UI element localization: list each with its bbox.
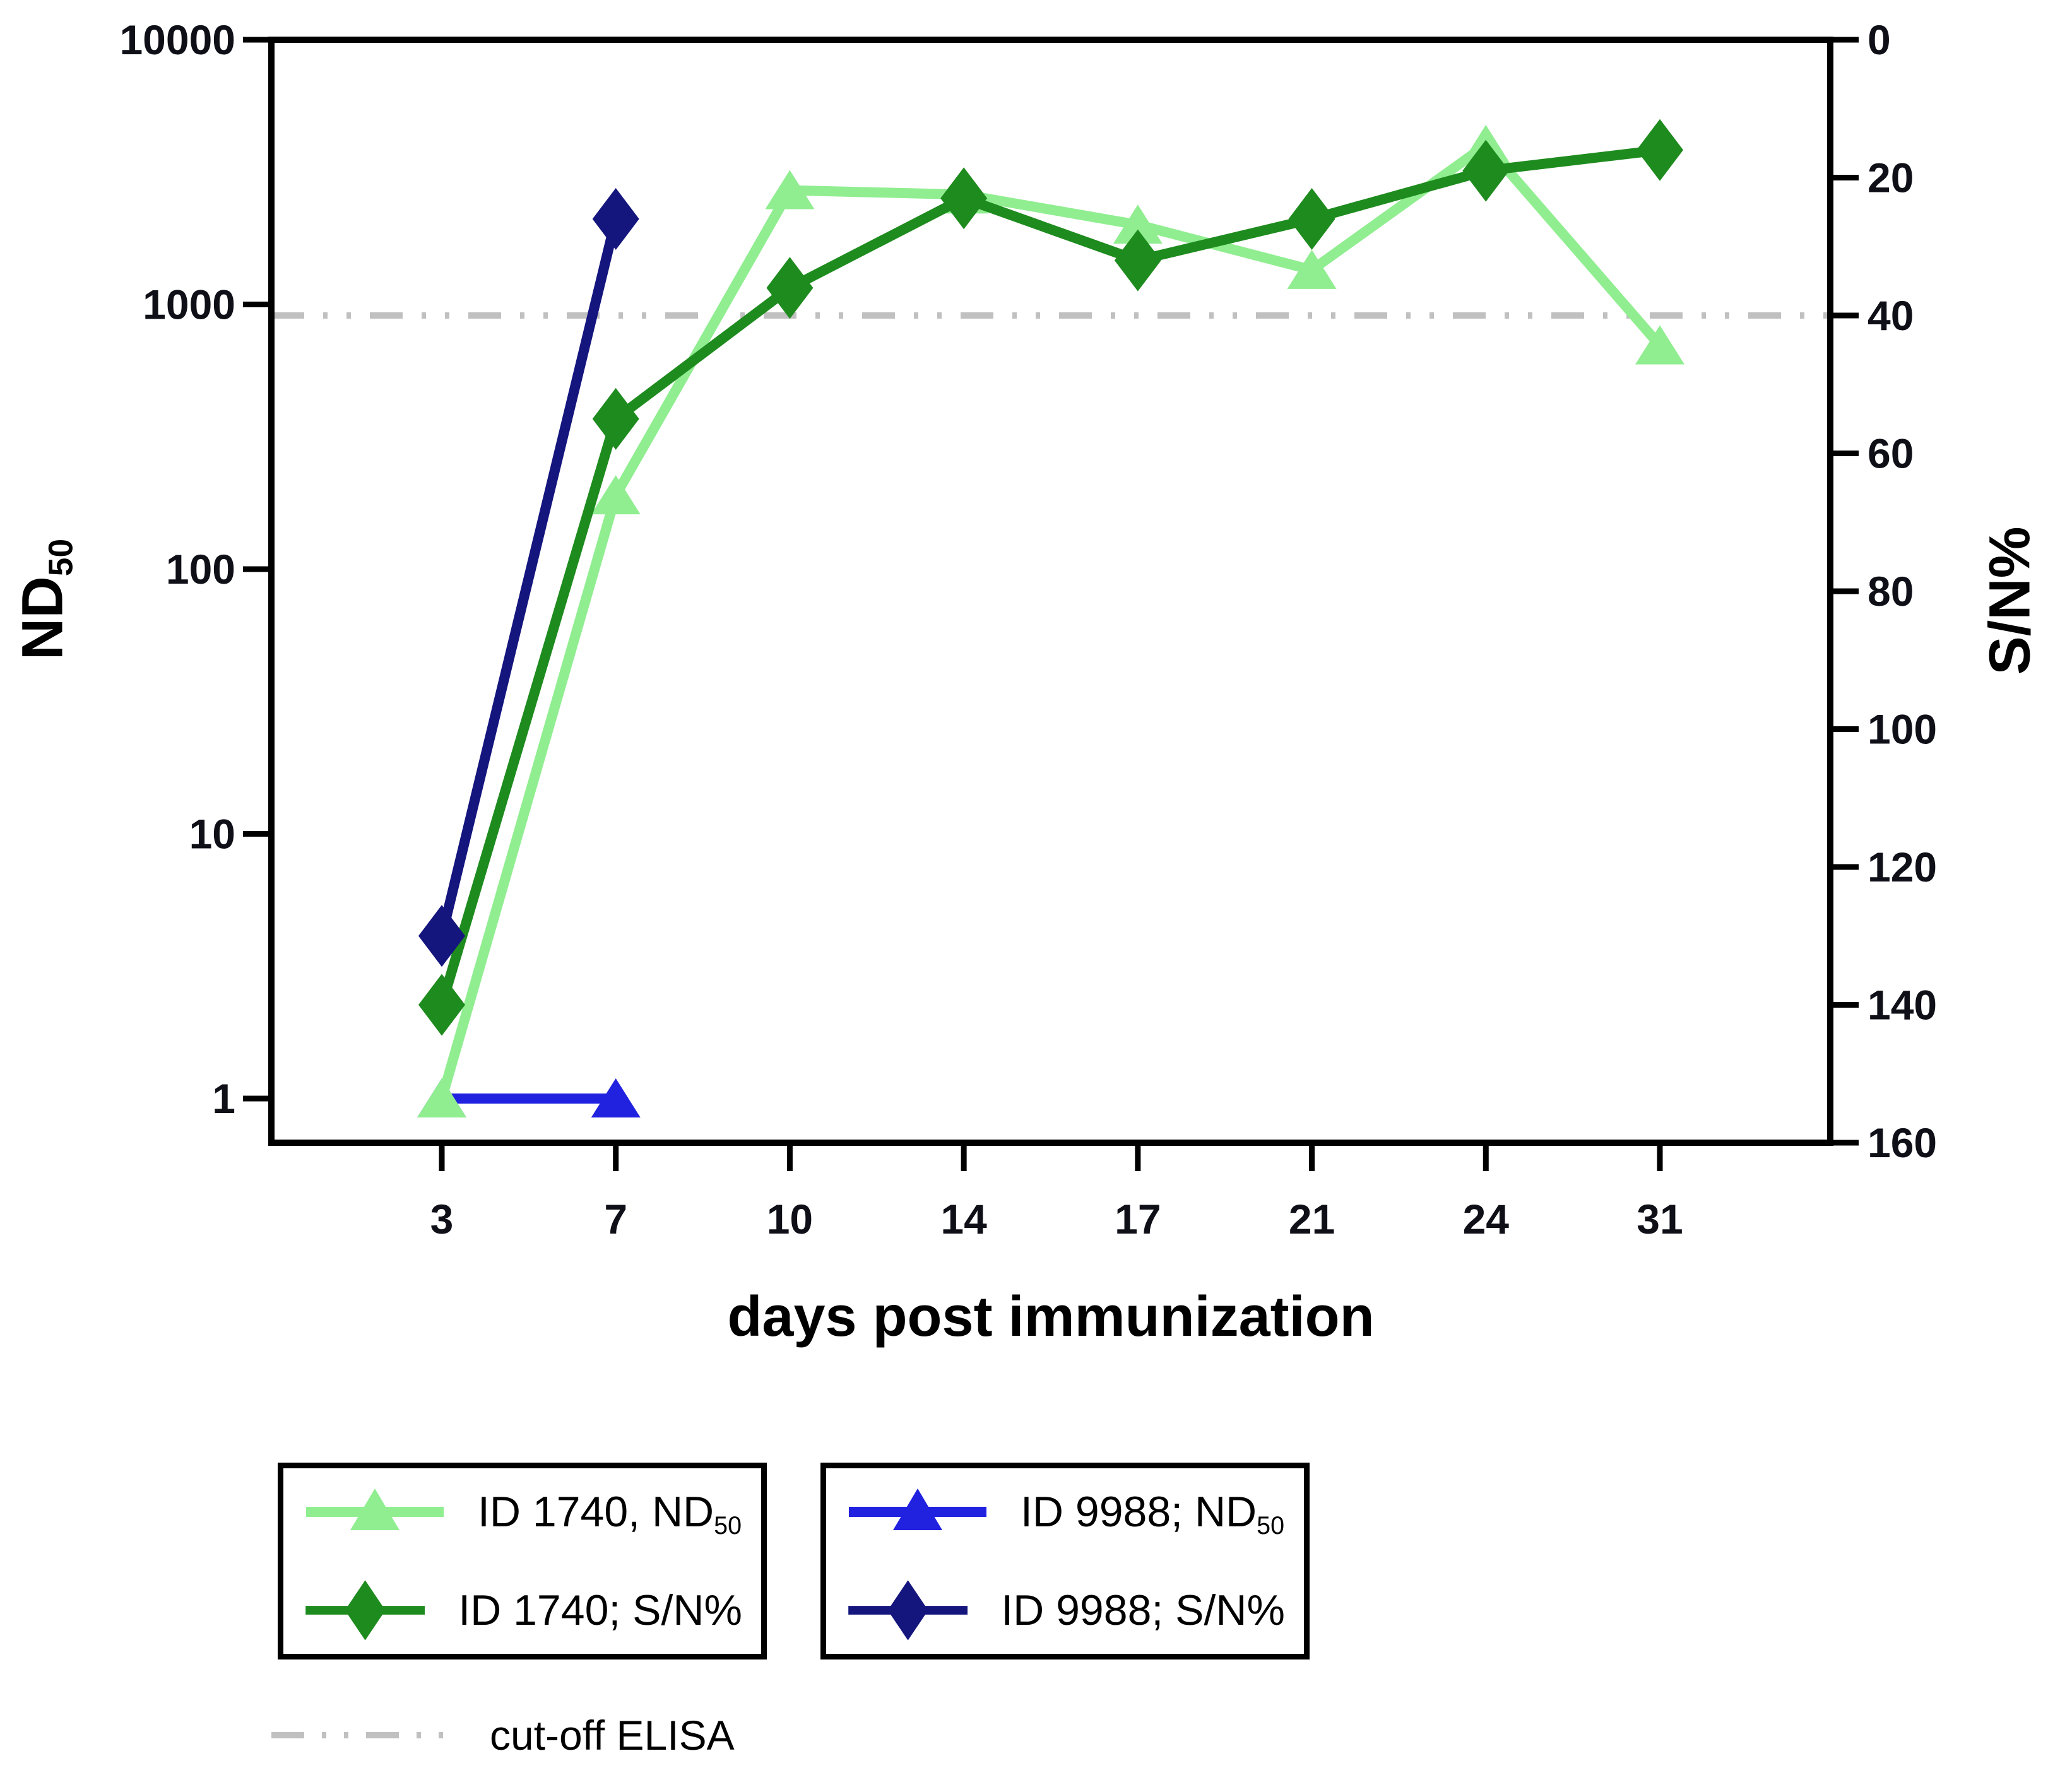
y-right-tick-label: 140 [1868, 982, 1937, 1029]
x-tick-label: 7 [604, 1196, 627, 1242]
y-left-axis-title-subscript: 50 [42, 538, 80, 577]
legend-label-text: ID 9988; ND [1021, 1488, 1257, 1536]
x-tick-label: 3 [430, 1196, 454, 1242]
series-marker-3 [418, 905, 465, 967]
legend-label-subscript: 50 [1257, 1511, 1285, 1540]
series-marker-1 [940, 167, 988, 230]
legend-item-id9988-nd50: ID 9988; ND50 [845, 1471, 1285, 1553]
y-right-tick-label: 120 [1868, 844, 1937, 890]
legend-marker-lightgreen-triangle [306, 1488, 444, 1530]
series-marker-1 [418, 974, 465, 1036]
y-right-tick-label: 60 [1868, 430, 1914, 477]
cutoff-label: cut-off ELISA [490, 1712, 735, 1759]
series-marker-0 [1635, 325, 1684, 365]
x-tick-label: 21 [1289, 1196, 1335, 1242]
y-left-tick-label: 1000 [143, 281, 235, 328]
legend-label: ID 9988; ND50 [1021, 1487, 1284, 1538]
series-marker-0 [765, 170, 815, 209]
legend-item-id1740-nd50: ID 1740, ND50 [302, 1471, 742, 1553]
series-marker-0 [591, 475, 641, 515]
y-left-axis-title: ND50 [10, 539, 80, 661]
y-left-tick-label: 10000 [119, 16, 235, 63]
x-tick-label: 31 [1637, 1196, 1683, 1242]
legend-marker-blue-triangle [849, 1488, 986, 1530]
y-right-tick-label: 0 [1868, 16, 1891, 63]
series-line-1 [437, 144, 1660, 1006]
y-left-tick-label: 10 [189, 811, 235, 858]
legend-marker-darkgreen-diamond [305, 1580, 425, 1641]
y-right-axis-title: S/N% [1977, 526, 2044, 675]
legend-label-subscript: 50 [714, 1511, 742, 1540]
series-line-3 [437, 218, 621, 938]
y-right-tick-label: 40 [1868, 292, 1914, 339]
x-axis-title: days post immunization [727, 1285, 1375, 1348]
triangle-icon [350, 1488, 400, 1530]
series-marker-0 [1287, 249, 1337, 289]
x-tick-label: 10 [767, 1196, 813, 1242]
legend-label-text: ID 1740; S/N% [458, 1586, 742, 1634]
legend-item-id9988-sn: ID 9988; S/N% [845, 1569, 1285, 1651]
series-marker-2 [591, 1078, 641, 1117]
x-tick-label: 14 [940, 1196, 987, 1242]
y-right-tick-label: 20 [1868, 155, 1914, 201]
legend-label-text: ID 9988; S/N% [1001, 1586, 1285, 1634]
series-marker-0 [1113, 204, 1163, 244]
series-line-0 [437, 138, 1664, 1100]
triangle-icon [893, 1488, 942, 1530]
series-marker-0 [417, 1078, 466, 1117]
legend-marker-navy-diamond [848, 1580, 968, 1641]
series-marker-1 [1637, 119, 1683, 181]
y-left-tick-label: 100 [166, 546, 235, 592]
legend-box-id-9988: ID 9988; ND50 ID 9988; S/N% [820, 1463, 1310, 1659]
series-marker-3 [592, 188, 639, 251]
legend-label: ID 1740, ND50 [478, 1487, 742, 1538]
series-marker-1 [1462, 139, 1510, 202]
x-tick-label: 17 [1115, 1196, 1161, 1242]
y-left-tick-label: 1 [212, 1075, 235, 1122]
x-tick-label: 24 [1463, 1196, 1510, 1242]
diamond-icon [887, 1580, 928, 1641]
legend-item-id1740-sn: ID 1740; S/N% [302, 1569, 742, 1651]
series-marker-1 [592, 387, 639, 450]
legend-label: ID 9988; S/N% [1001, 1586, 1285, 1635]
y-left-axis-title-text: ND [10, 576, 75, 661]
legend-box-id-1740: ID 1740, ND50 ID 1740; S/N% [278, 1463, 767, 1659]
legend-item-cutoff: cut-off ELISA [271, 1711, 735, 1759]
series-marker-1 [1288, 188, 1335, 251]
series-marker-1 [1114, 229, 1161, 292]
y-right-tick-label: 160 [1868, 1119, 1937, 1166]
diamond-icon [345, 1580, 386, 1641]
legend-label: ID 1740; S/N% [458, 1586, 742, 1635]
cutoff-line-sample [271, 1732, 443, 1738]
legend-label-text: ID 1740, ND [478, 1488, 714, 1536]
series-marker-1 [766, 257, 814, 319]
y-right-axis-title-text: S/N% [1977, 526, 2042, 675]
y-right-tick-label: 80 [1868, 568, 1914, 615]
y-right-tick-label: 100 [1868, 706, 1937, 753]
